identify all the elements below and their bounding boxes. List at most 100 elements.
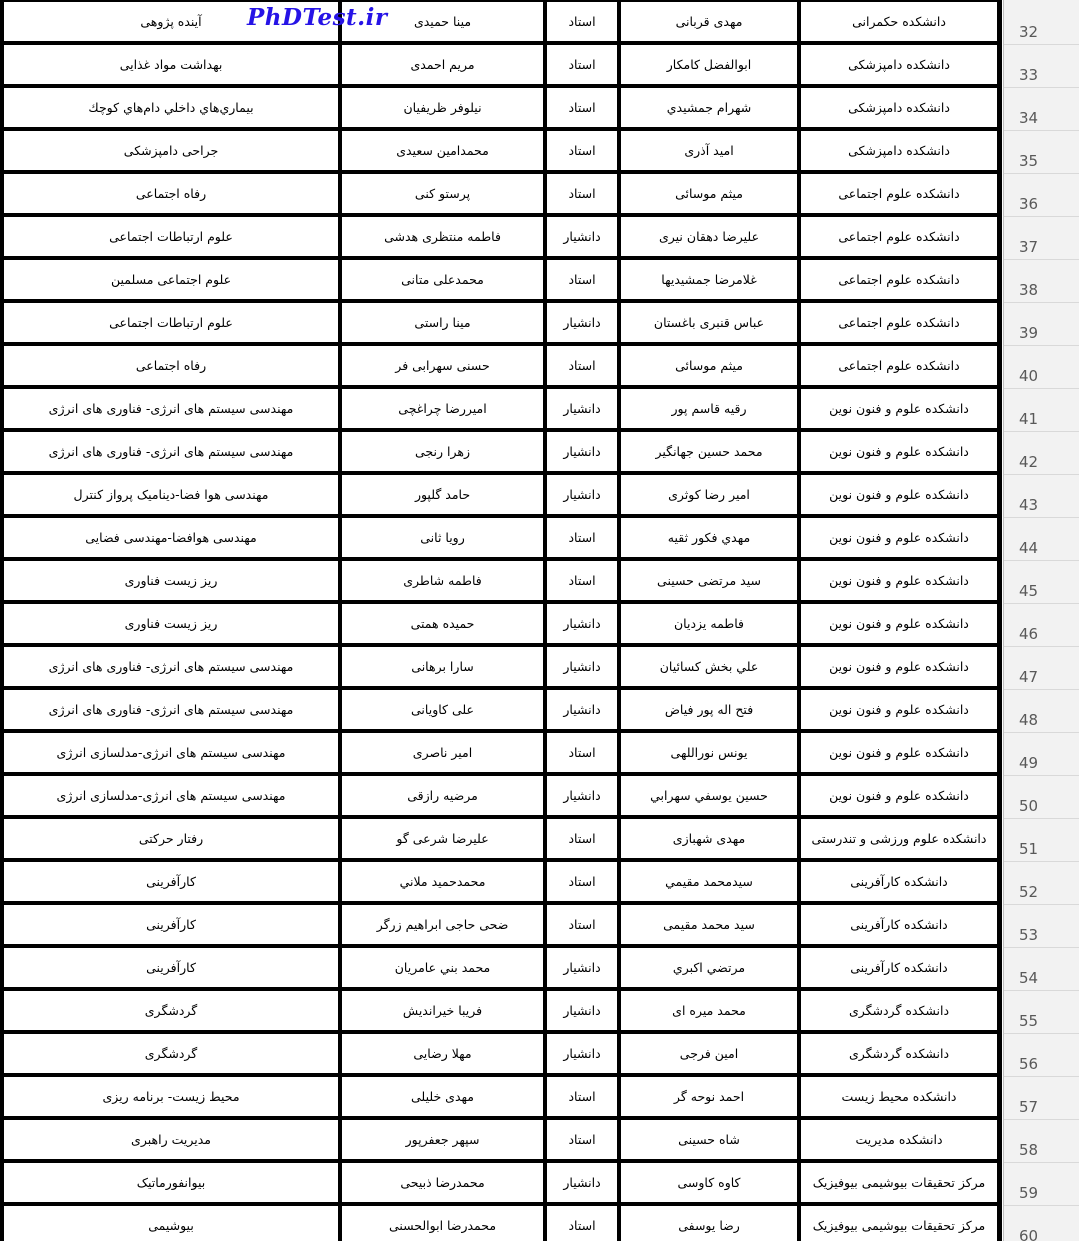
row-number: 39 [1004, 303, 1079, 346]
cell-rank: استاد [543, 862, 617, 901]
cell-rank: دانشیار [543, 303, 617, 342]
cell-field: مهندسی هوافضا-مهندسی فضایی [85, 530, 257, 545]
row-number: 38 [1004, 260, 1079, 303]
cell-person: مهدی خلیلی [338, 1077, 543, 1116]
cell-professor: غلامرضا جمشیدیها [617, 260, 797, 299]
cell-rank: استاد [543, 733, 617, 772]
table-row: دانشکده علوم ورزشی و تندرستی مهدی شهبازی… [4, 819, 997, 862]
table-row: دانشکده علوم و فنون نوین حسین یوسفي سهرا… [4, 776, 997, 819]
cell-field: جراحی دامپزشکی [123, 143, 219, 158]
table-row: مرکز تحقیقات بیوشیمی بیوفیزیک رضا یوسفی … [4, 1206, 997, 1241]
row-number: 32 [1004, 0, 1079, 45]
cell-professor: علي بخش کسائیان [617, 647, 797, 686]
cell-rank: دانشیار [543, 1034, 617, 1073]
cell-rank: استاد [543, 518, 617, 557]
cell-faculty: دانشکده گردشگری [797, 991, 997, 1030]
cell-person: محمدعلی متانی [338, 260, 543, 299]
table-row: دانشکده علوم و فنون نوین محمد حسین جهانگ… [4, 432, 997, 475]
cell-rank: دانشیار [543, 991, 617, 1030]
table-row: دانشکده علوم و فنون نوین رقیه قاسم پور د… [4, 389, 997, 432]
cell-faculty: دانشکده علوم ورزشی و تندرستی [797, 819, 997, 858]
cell-faculty: دانشکده علوم و فنون نوین [797, 690, 997, 729]
cell-professor: میثم موسائی [617, 174, 797, 213]
cell-person: محمدرضا ابوالحسنی [338, 1206, 543, 1241]
table-row: دانشکده دامپزشکی ابوالفضل کامکار استاد م… [4, 45, 997, 88]
cell-professor: ابوالفضل کامکار [617, 45, 797, 84]
row-number-label: 50 [1018, 797, 1039, 815]
cell-field: مهندسی سیستم های انرژی-مدلسازی انرژی [56, 788, 286, 803]
cell-rank: استاد [543, 561, 617, 600]
row-number: 59 [1004, 1163, 1079, 1206]
faculty-table: دانشکده حکمرانی مهدی قربانی استاد مینا ح… [0, 0, 1002, 1241]
row-number-label: 41 [1018, 410, 1039, 428]
cell-faculty: دانشکده دامپزشکی [797, 131, 997, 170]
row-number-label: 39 [1018, 324, 1039, 342]
cell-person: مرضیه رازقی [338, 776, 543, 815]
row-number: 54 [1004, 948, 1079, 991]
row-number: 50 [1004, 776, 1079, 819]
cell-faculty: دانشکده علوم و فنون نوین [797, 733, 997, 772]
cell-faculty: دانشکده کارآفرینی [797, 948, 997, 987]
cell-professor: مهدی شهبازی [617, 819, 797, 858]
cell-person: امیررضا چراغچی [338, 389, 543, 428]
cell-rank: استاد [543, 819, 617, 858]
cell-field: آینده پژوهی [140, 14, 202, 29]
cell-person: نیلوفر ظریفیان [338, 88, 543, 127]
cell-field: مهندسی سیستم های انرژی- فناوری های انرژی [48, 401, 294, 416]
row-number-label: 52 [1018, 883, 1039, 901]
table-row: دانشکده کارآفرینی سید محمد مقیمی استاد ض… [4, 905, 997, 948]
table-row: دانشکده علوم و فنون نوین سید مرتضی حسینی… [4, 561, 997, 604]
cell-person: زهرا رنجی [338, 432, 543, 471]
cell-faculty: مرکز تحقیقات بیوشیمی بیوفیزیک [797, 1163, 997, 1202]
row-number-label: 33 [1018, 66, 1039, 84]
cell-rank: دانشیار [543, 475, 617, 514]
cell-professor: عباس قنبری باغستان [617, 303, 797, 342]
row-number: 58 [1004, 1120, 1079, 1163]
cell-field: مهندسی سیستم های انرژی- فناوری های انرژی [48, 659, 294, 674]
cell-professor: محمد میره ای [617, 991, 797, 1030]
table-row: دانشکده علوم و فنون نوین فتح اله پور فیا… [4, 690, 997, 733]
table-row: دانشکده دامپزشکی شهرام جمشیدي استاد نیلو… [4, 88, 997, 131]
cell-person: مینا حمیدی [338, 2, 543, 41]
cell-rank: دانشیار [543, 1163, 617, 1202]
row-number: 46 [1004, 604, 1079, 647]
cell-faculty: دانشکده گردشگری [797, 1034, 997, 1073]
row-number-label: 43 [1018, 496, 1039, 514]
cell-person: فاطمه شاطری [338, 561, 543, 600]
cell-person: علیرضا شرعی گو [338, 819, 543, 858]
cell-faculty: دانشکده مدیریت [797, 1120, 997, 1159]
cell-faculty: دانشکده دامپزشکی [797, 45, 997, 84]
cell-field: محیط زیست- برنامه ریزی [102, 1089, 240, 1104]
cell-faculty: دانشکده محیط زیست [797, 1077, 997, 1116]
cell-field: کارآفرینی [146, 917, 196, 932]
cell-faculty: دانشکده علوم و فنون نوین [797, 389, 997, 428]
row-number: 51 [1004, 819, 1079, 862]
cell-professor: فتح اله پور فیاض [617, 690, 797, 729]
cell-person: فاطمه منتظری هدشی [338, 217, 543, 256]
cell-professor: علیرضا دهقان نیری [617, 217, 797, 256]
row-number: 41 [1004, 389, 1079, 432]
cell-faculty: دانشکده علوم اجتماعی [797, 260, 997, 299]
cell-field: کارآفرینی [146, 874, 196, 889]
table-row: دانشکده علوم و فنون نوین یونس نوراللهی ا… [4, 733, 997, 776]
cell-field: رفاه اجتماعی [135, 358, 207, 373]
table-row: مرکز تحقیقات بیوشیمی بیوفیزیک کاوه کاوسی… [4, 1163, 997, 1206]
cell-person: محمد بني عامریان [338, 948, 543, 987]
row-number: 48 [1004, 690, 1079, 733]
row-number: 53 [1004, 905, 1079, 948]
cell-faculty: دانشکده علوم و فنون نوین [797, 604, 997, 643]
cell-rank: دانشیار [543, 389, 617, 428]
cell-rank: دانشیار [543, 217, 617, 256]
row-number: 42 [1004, 432, 1079, 475]
cell-professor: مرتضي اکبري [617, 948, 797, 987]
table-row: دانشکده گردشگری محمد میره ای دانشیار فری… [4, 991, 997, 1034]
row-number: 36 [1004, 174, 1079, 217]
cell-rank: دانشیار [543, 776, 617, 815]
cell-field: کارآفرینی [146, 960, 196, 975]
cell-professor: حسین یوسفي سهرابي [617, 776, 797, 815]
cell-field: بیماري‌هاي داخلي دام‌هاي کوچك [88, 100, 254, 115]
cell-rank: دانشیار [543, 690, 617, 729]
cell-field: ریز زیست فناوری [124, 616, 218, 631]
cell-rank: استاد [543, 260, 617, 299]
